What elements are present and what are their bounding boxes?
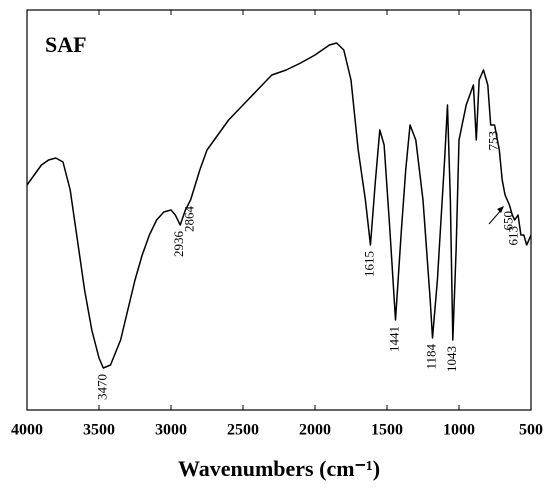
peak-label: 753 bbox=[486, 131, 501, 151]
peak-label: 1043 bbox=[444, 346, 459, 372]
peak-label: 1615 bbox=[361, 251, 376, 277]
peak-label: 2864 bbox=[182, 206, 197, 233]
x-tick-label: 1000 bbox=[443, 421, 475, 438]
x-tick-label: 3000 bbox=[155, 421, 187, 438]
chart-title: SAF bbox=[45, 32, 87, 57]
spectrum-line bbox=[26, 42, 532, 369]
x-axis-label: Wavenumbers (cm⁻¹) bbox=[178, 456, 380, 481]
peak-label: 1184 bbox=[423, 344, 438, 370]
x-tick-label: 1500 bbox=[371, 421, 403, 438]
peak-label: 1441 bbox=[386, 326, 401, 352]
x-tick-label: 2000 bbox=[299, 421, 331, 438]
peak-label: 3470 bbox=[94, 374, 109, 400]
peak-label: 613 bbox=[506, 226, 521, 246]
x-tick-label: 500 bbox=[519, 421, 543, 438]
peak-label: 650 bbox=[500, 211, 515, 231]
plot-frame bbox=[26, 9, 532, 411]
x-tick-label: 3500 bbox=[83, 421, 115, 438]
x-tick-label: 4000 bbox=[11, 421, 43, 438]
x-tick-label: 2500 bbox=[227, 421, 259, 438]
arrow-head bbox=[497, 206, 504, 213]
peak-label: 2936 bbox=[171, 231, 186, 258]
